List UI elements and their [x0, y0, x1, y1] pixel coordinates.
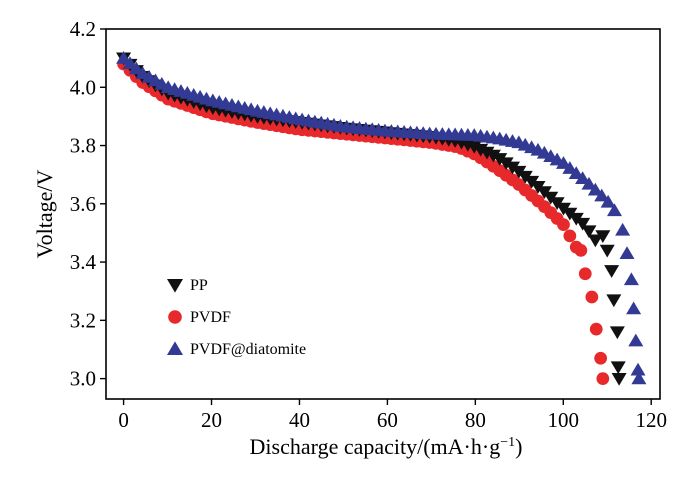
data-point-pvdf-diatomite [600, 194, 616, 208]
y-tick-label: 3.4 [70, 250, 97, 274]
data-markers [116, 51, 647, 386]
x-tick-label: 80 [465, 408, 486, 432]
data-point-pvdf-diatomite [587, 182, 603, 196]
x-axis-label-sup: −1 [500, 435, 515, 450]
x-axis-label: Discharge capacity/(mA·h·g−1) [250, 434, 523, 459]
data-point-pp [611, 372, 627, 386]
data-point-pp [587, 234, 603, 248]
data-point-pvdf-diatomite [615, 222, 631, 236]
data-point-pvdf [594, 351, 608, 365]
data-point-pp [610, 361, 626, 375]
data-point-pvdf-diatomite [623, 272, 639, 286]
legend-item-pvdf: PVDF [168, 309, 231, 326]
x-tick-label: 20 [201, 408, 222, 432]
data-point-pp [492, 153, 508, 166]
x-tick-label: 120 [635, 408, 667, 432]
data-point-pvdf-diatomite [575, 171, 591, 185]
data-point-pvdf-diatomite [116, 51, 132, 64]
series-pvdf-diatomite [116, 51, 647, 385]
data-point-pp [604, 265, 620, 278]
data-point-pp [581, 225, 597, 239]
legend-label-pvdf: PVDF [190, 309, 231, 326]
x-tick-label: 60 [377, 408, 398, 432]
data-point-pvdf-diatomite [581, 176, 597, 190]
legend-marker-pp [167, 279, 183, 293]
data-point-pp [606, 294, 622, 308]
data-point-pvdf-diatomite [628, 333, 644, 347]
legend: PP PVDF PVDF@diatomite [167, 277, 306, 358]
data-point-pvdf [563, 229, 577, 243]
data-point-pp [599, 244, 615, 258]
data-point-pvdf [585, 290, 599, 304]
data-point-pvdf-diatomite [626, 301, 642, 315]
axis-ticks: 0 20 40 60 80 100 120 3.0 3.2 3.4 3.6 3.8 4.0 4.2 [70, 17, 667, 432]
y-tick-label: 3.6 [70, 192, 96, 216]
legend-marker-pvdf-diatomite [167, 341, 183, 355]
legend-marker-pvdf [168, 310, 182, 324]
y-tick-label: 4.0 [70, 75, 96, 99]
legend-item-pp: PP [167, 277, 208, 294]
y-tick-label: 3.0 [70, 367, 96, 391]
legend-label-pp: PP [190, 277, 208, 294]
data-point-pvdf-diatomite [631, 371, 647, 385]
data-point-pvdf [589, 322, 603, 336]
x-axis-label-main: Discharge capacity/(mA·h·g [250, 434, 501, 459]
data-point-pvdf [596, 372, 610, 385]
x-tick-label: 40 [289, 408, 310, 432]
data-point-pvdf-diatomite [619, 246, 635, 259]
plot-frame [105, 28, 661, 400]
data-point-pp [485, 149, 501, 163]
data-point-pp [609, 326, 625, 340]
y-tick-label: 3.8 [70, 134, 96, 158]
data-point-pp [575, 217, 591, 231]
data-point-pvdf [578, 267, 592, 281]
y-tick-label: 3.2 [70, 308, 96, 332]
legend-item-pvdf-diatomite: PVDF@diatomite [167, 341, 306, 358]
data-point-pvdf-diatomite [606, 203, 622, 217]
y-tick-label: 4.2 [70, 17, 96, 41]
data-point-pp [504, 161, 520, 175]
data-point-pvdf [557, 218, 570, 231]
data-point-pvdf-diatomite [594, 188, 610, 202]
x-axis-label-close: ) [515, 434, 522, 459]
data-point-pvdf [574, 244, 588, 257]
legend-label-pvdf-diatomite: PVDF@diatomite [190, 341, 306, 358]
data-point-pp [498, 157, 514, 171]
x-tick-label: 100 [548, 408, 580, 432]
data-point-pvdf-diatomite [630, 362, 646, 376]
data-point-pp [595, 230, 611, 243]
y-axis-label: Voltage/V [32, 169, 57, 258]
x-tick-label: 0 [118, 408, 129, 432]
data-point-pvdf-diatomite [122, 56, 138, 70]
series-pvdf [117, 57, 610, 385]
